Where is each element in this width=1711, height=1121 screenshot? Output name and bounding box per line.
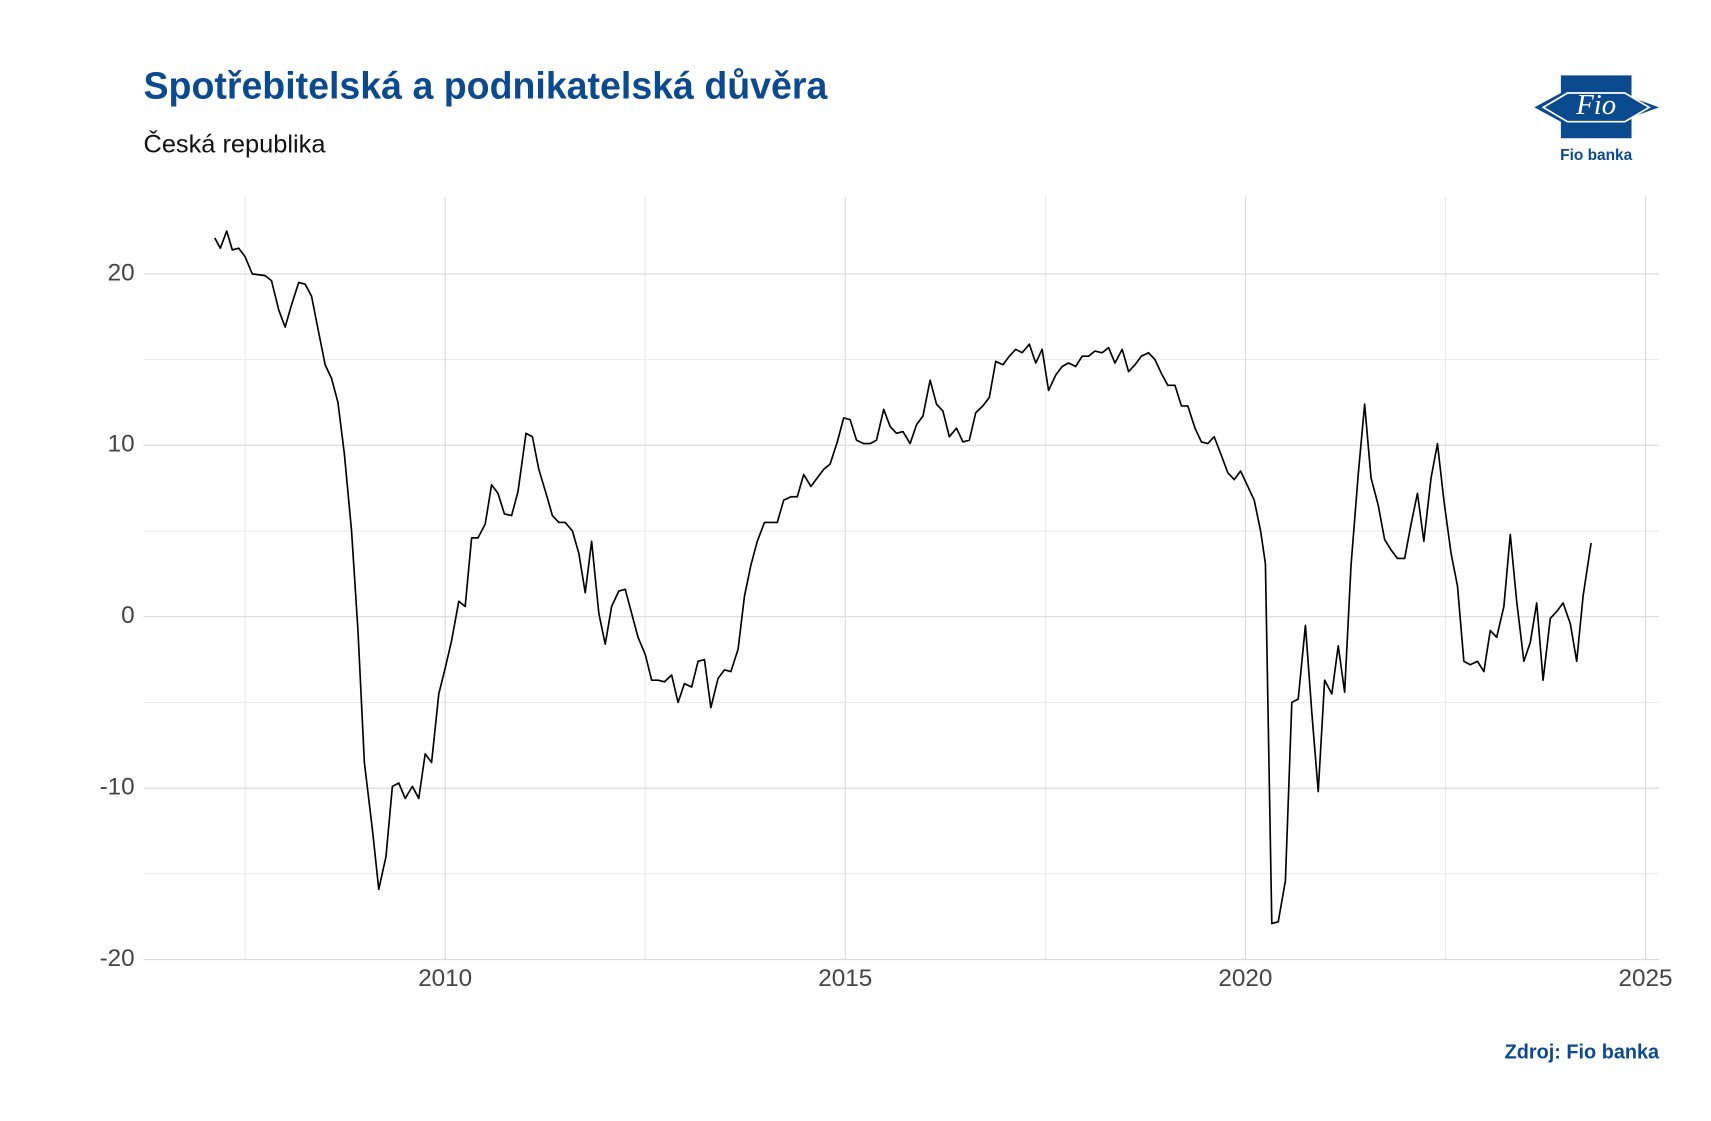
logo-text: Fio [1575,89,1616,121]
chart-title: Spotřebitelská a podnikatelská důvěra [144,65,829,107]
logo-caption: Fio banka [1560,147,1632,164]
chart-subtitle: Česká republika [144,130,327,159]
logo-shape [1534,75,1660,139]
x-tick-label: 2025 [1619,965,1673,992]
logo: Fio Fio banka [1534,75,1660,164]
x-tick-label: 2015 [818,965,872,992]
y-tick-label: -20 [100,945,135,972]
data-line [213,230,1592,925]
y-tick-label: 0 [121,602,135,629]
y-tick-label: 20 [108,259,135,286]
logo-outline [1541,92,1651,123]
y-tick-label: -10 [100,774,135,801]
x-tick-label: 2010 [418,965,472,992]
y-tick-label: 10 [108,431,135,458]
x-tick-label: 2020 [1218,965,1272,992]
source-note: Zdroj: Fio banka [1505,1042,1660,1064]
